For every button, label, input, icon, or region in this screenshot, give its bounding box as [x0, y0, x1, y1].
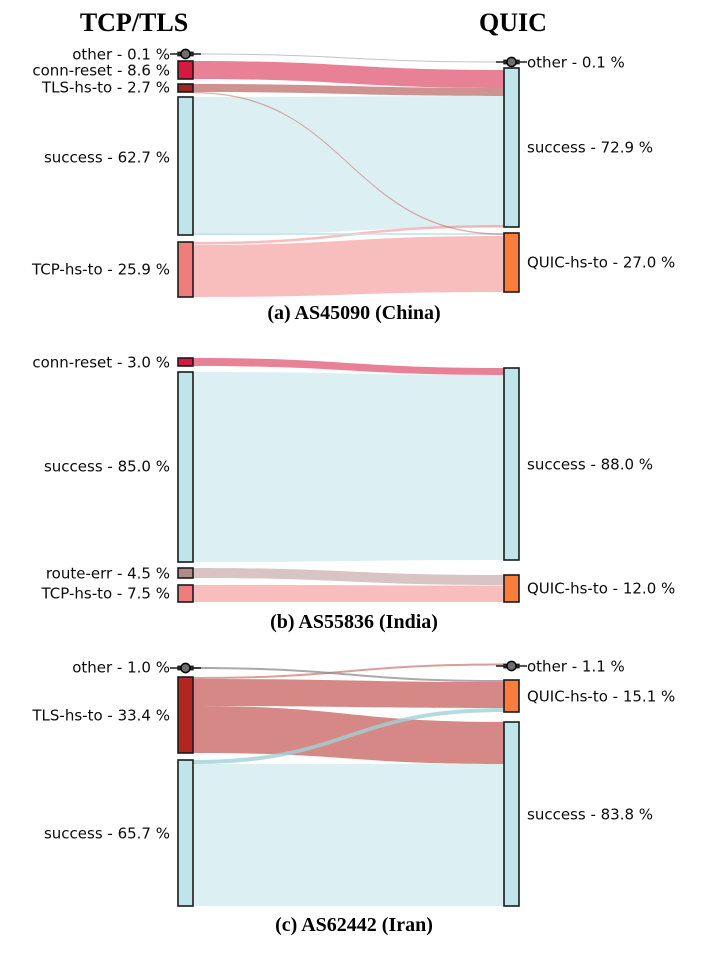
- node-label-other-left-a: other - 0.1 %: [72, 45, 170, 63]
- node-label-TCP-hs-to-left-b: TCP-hs-to - 7.5 %: [40, 584, 170, 602]
- node-label-other-left-c: other - 1.0 %: [72, 658, 170, 676]
- node-success-left-a: [177, 96, 194, 236]
- flow-success-to-success-c: [193, 764, 504, 906]
- node-label-success-left-c: success - 65.7 %: [44, 824, 170, 842]
- node-label-success-right-a: success - 72.9 %: [527, 138, 653, 156]
- flow-success-to-success-b: [193, 372, 504, 562]
- flow-route-err-to-QUIC-hs-to-b: [193, 568, 504, 585]
- node-success-right-a: [503, 67, 520, 228]
- flow-conn-reset-to-success-b: [193, 358, 504, 375]
- flow-conn-reset-to-success-a: [193, 61, 504, 88]
- node-label-TLS-hs-to-left-c: TLS-hs-to - 33.4 %: [31, 706, 170, 724]
- node-label-conn-reset-left-b: conn-reset - 3.0 %: [32, 353, 170, 371]
- node-TCP-hs-to-left-a: [177, 241, 194, 298]
- node-label-success-left-b: success - 85.0 %: [44, 457, 170, 475]
- node-conn-reset-left-b: [177, 357, 194, 367]
- node-success-right-b: [503, 367, 520, 561]
- node-TCP-hs-to-left-b: [177, 584, 194, 603]
- column-header-quic: QUIC: [479, 8, 547, 37]
- flow-success-to-QUIC-hs-to-a: [193, 233, 504, 235]
- node-success-left-c: [177, 759, 194, 907]
- node-label-success-right-b: success - 88.0 %: [527, 455, 653, 473]
- flow-TLS-hs-to-to-other-c: [193, 663, 504, 679]
- node-marker-other-right-a: [506, 56, 517, 68]
- panel-b-caption: (b) AS55836 (India): [270, 611, 438, 633]
- node-route-err-left-b: [177, 567, 194, 579]
- node-label-other-right-a: other - 0.1 %: [527, 53, 625, 71]
- flow-TLS-hs-to-to-QUIC-hs-to-c: [193, 679, 504, 708]
- node-success-left-b: [177, 371, 194, 563]
- node-TLS-hs-to-left-c: [177, 676, 194, 754]
- panel-a-caption: (a) AS45090 (China): [267, 302, 441, 324]
- node-marker-other-left-c: [180, 662, 191, 674]
- node-success-right-c: [503, 721, 520, 907]
- node-label-route-err-left-b: route-err - 4.5 %: [46, 564, 170, 582]
- flow-TLS-hs-to-to-success-a: [193, 84, 504, 96]
- node-label-TLS-hs-to-left-a: TLS-hs-to - 2.7 %: [41, 78, 170, 96]
- panel-c-caption: (c) AS62442 (Iran): [275, 914, 433, 936]
- node-label-QUIC-hs-to-right-b: QUIC-hs-to - 12.0 %: [527, 579, 675, 597]
- flow-other-to-other-a: [193, 53, 504, 63]
- node-label-success-right-c: success - 83.8 %: [527, 805, 653, 823]
- node-marker-other-left-a: [180, 48, 191, 60]
- flow-TCP-hs-to-to-QUIC-hs-to-a: [193, 236, 504, 297]
- flow-TCP-hs-to-to-QUIC-hs-to-b: [193, 585, 504, 602]
- flow-success-to-QUIC-hs-to-c: [193, 708, 504, 764]
- column-header-tcptls: TCP/TLS: [79, 8, 189, 37]
- node-conn-reset-left-a: [177, 60, 194, 80]
- node-QUIC-hs-to-right-a: [503, 232, 520, 293]
- node-TLS-hs-to-left-a: [177, 83, 194, 93]
- node-label-success-left-a: success - 62.7 %: [44, 148, 170, 166]
- flow-success-to-success-a: [193, 96, 504, 235]
- node-QUIC-hs-to-right-b: [503, 574, 520, 603]
- flow-other-to-QUIC-hs-to-c: [193, 667, 504, 682]
- node-label-QUIC-hs-to-right-a: QUIC-hs-to - 27.0 %: [527, 253, 675, 271]
- node-label-QUIC-hs-to-right-c: QUIC-hs-to - 15.1 %: [527, 687, 675, 705]
- node-label-TCP-hs-to-left-a: TCP-hs-to - 25.9 %: [31, 260, 170, 278]
- node-label-conn-reset-left-a: conn-reset - 8.6 %: [32, 61, 170, 79]
- node-QUIC-hs-to-right-c: [503, 679, 520, 713]
- node-label-other-right-c: other - 1.1 %: [527, 657, 625, 675]
- flow-TLS-hs-to-to-QUIC-hs-to-a: [193, 92, 504, 235]
- node-marker-other-right-c: [506, 660, 517, 672]
